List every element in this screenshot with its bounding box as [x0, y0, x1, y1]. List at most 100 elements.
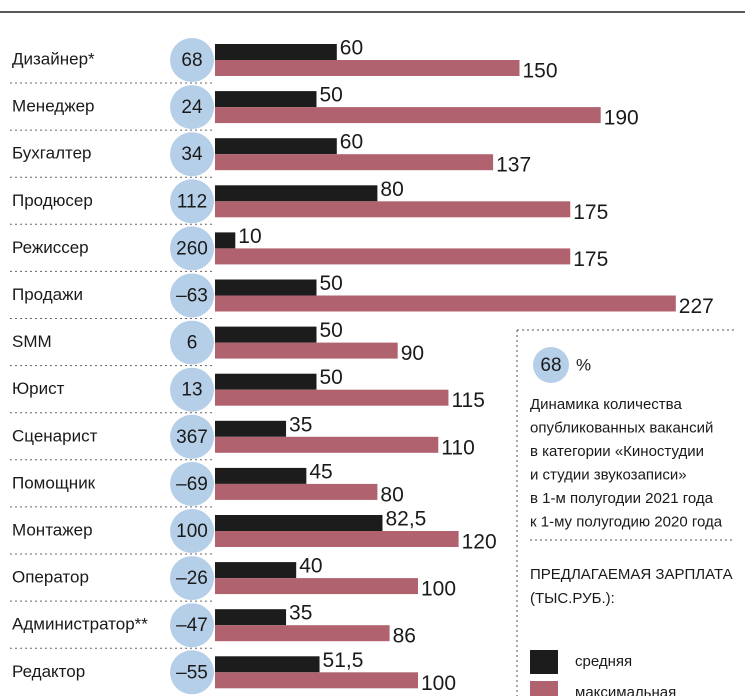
- value-label: 110: [441, 436, 474, 459]
- bar: [215, 279, 317, 296]
- dynamics-circle: [170, 320, 214, 365]
- legend-description: Динамика количества: [530, 396, 682, 413]
- legend-label: максимальная: [575, 684, 676, 696]
- dynamics-label: 100: [176, 521, 208, 542]
- bar: [215, 467, 307, 484]
- bar: [215, 342, 398, 359]
- bar: [215, 248, 571, 265]
- category-label: Сценарист: [12, 426, 98, 445]
- category-label: Помощник: [12, 473, 96, 492]
- bar: [215, 154, 494, 171]
- bar: [215, 60, 520, 76]
- value-label: 60: [340, 131, 363, 154]
- category-label: SMM: [12, 332, 52, 351]
- bar: [215, 373, 317, 390]
- bar: [215, 420, 287, 437]
- value-label: 120: [462, 531, 497, 554]
- value-label: 82,5: [385, 508, 426, 531]
- dynamics-label: –55: [176, 662, 208, 683]
- bar: [215, 201, 571, 218]
- category-label: Администратор**: [12, 615, 148, 634]
- category-label: Оператор: [12, 568, 89, 587]
- value-label: 50: [320, 272, 343, 295]
- legend-swatch: [530, 650, 558, 674]
- value-label: 35: [289, 413, 312, 436]
- bar: [215, 232, 236, 249]
- bar: [215, 562, 297, 579]
- value-label: 175: [573, 201, 608, 224]
- value-label: 45: [309, 460, 332, 483]
- bar: [215, 436, 439, 453]
- value-label: 150: [523, 60, 558, 83]
- value-label: 60: [340, 37, 363, 60]
- bar: [215, 138, 337, 155]
- bar: [215, 656, 320, 673]
- dynamics-circle: [170, 603, 214, 648]
- category-label: Юрист: [12, 379, 65, 398]
- bar: [215, 91, 317, 108]
- category-label: Менеджер: [12, 97, 94, 116]
- value-label: 100: [421, 672, 456, 695]
- legend-sample: 68: [540, 355, 561, 376]
- dynamics-label: –69: [176, 474, 208, 495]
- value-label: 137: [496, 154, 531, 177]
- legend-title: ПРЕДЛАГАЕМАЯ ЗАРПЛАТА: [530, 566, 733, 583]
- category-label: Монтажер: [12, 520, 93, 539]
- bar: [215, 483, 378, 500]
- bar: [215, 295, 676, 312]
- value-label: 10: [238, 225, 261, 248]
- category-label: Бухгалтер: [12, 144, 92, 163]
- bar: [215, 389, 449, 406]
- legend-description: и студии звукозаписи»: [530, 466, 687, 483]
- legend-description: в 1-м полугодии 2021 года: [530, 490, 714, 507]
- dynamics-circle: [170, 38, 214, 82]
- bar: [215, 515, 383, 531]
- dynamics-circle: [170, 85, 214, 130]
- dynamics-label: 6: [187, 333, 198, 354]
- legend-description: опубликованных вакансий: [530, 419, 713, 436]
- value-label: 51,5: [323, 649, 364, 672]
- dynamics-circle: [170, 226, 214, 271]
- category-label: Дизайнер*: [12, 49, 95, 68]
- dynamics-label: 34: [181, 144, 203, 165]
- dynamics-circle: [170, 179, 214, 224]
- legend-description: в категории «Киностудии: [530, 443, 704, 460]
- dynamics-label: –47: [176, 615, 208, 636]
- bar: [215, 672, 418, 689]
- dynamics-label: 260: [176, 238, 208, 259]
- dynamics-label: –26: [176, 568, 208, 589]
- bar: [215, 625, 390, 642]
- bar: [215, 107, 601, 124]
- legend-title: (ТЫС.РУБ.):: [530, 590, 615, 607]
- dynamics-circle: [170, 367, 214, 412]
- category-label: Редактор: [12, 662, 85, 681]
- dynamics-label: 112: [177, 191, 207, 212]
- value-label: 50: [320, 84, 343, 107]
- dynamics-label: 13: [181, 380, 202, 401]
- bar: [215, 326, 317, 343]
- bar: [215, 185, 378, 202]
- category-label: Режиссер: [12, 238, 89, 257]
- bar: [215, 531, 459, 547]
- bar: [215, 44, 337, 60]
- bar: [215, 578, 418, 595]
- legend-swatch: [530, 681, 558, 696]
- bar: [215, 609, 287, 626]
- value-label: 115: [451, 389, 484, 412]
- dynamics-label: 367: [176, 427, 208, 448]
- dynamics-circle: [170, 132, 214, 177]
- value-label: 90: [401, 342, 424, 365]
- dynamics-circle: [170, 509, 214, 553]
- dynamics-circle: [170, 461, 214, 506]
- dynamics-label: 68: [181, 50, 202, 71]
- legend-description: к 1-му полугодию 2020 года: [530, 513, 723, 530]
- value-label: 100: [421, 578, 456, 601]
- dynamics-label: –63: [176, 286, 208, 307]
- value-label: 80: [380, 483, 403, 506]
- dynamics-circle: [170, 414, 214, 459]
- dynamics-circle: [170, 273, 214, 318]
- value-label: 86: [393, 625, 416, 648]
- legend-label: средняя: [575, 653, 632, 670]
- value-label: 40: [299, 555, 322, 578]
